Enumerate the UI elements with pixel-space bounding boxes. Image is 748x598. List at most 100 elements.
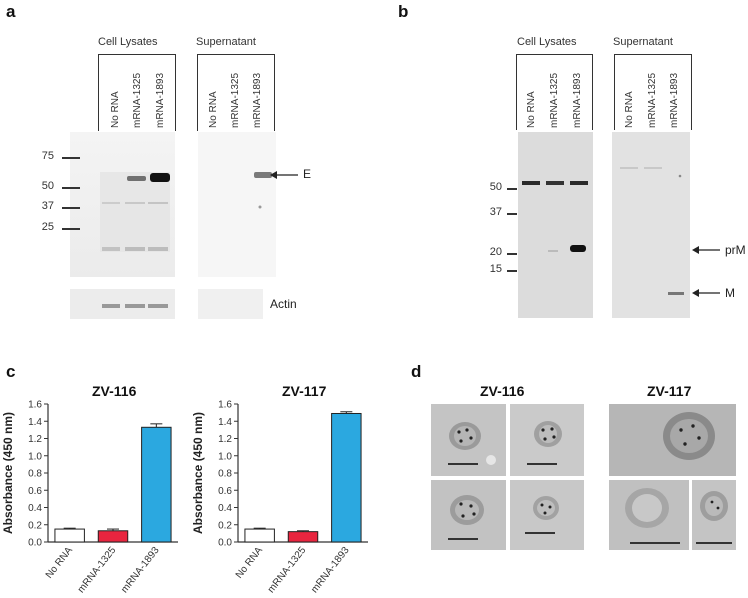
- arrow-left-icon: [270, 171, 298, 179]
- em-image-zv117-1: [609, 404, 736, 476]
- lane-label-b-3: mRNA-1893: [572, 72, 583, 128]
- y-axis-label: Absorbance (450 nm): [191, 412, 205, 534]
- bracket-lysates-b: [516, 54, 593, 130]
- y-tick-label: 1.6: [28, 400, 42, 411]
- marker-tick: [507, 253, 517, 255]
- marker-a-75: 75: [41, 150, 54, 162]
- marker-tick: [62, 207, 80, 209]
- marker-tick: [62, 187, 80, 189]
- bar-3: [331, 412, 362, 543]
- y-axis-label: Absorbance (450 nm): [1, 412, 15, 534]
- header-supernatant-a: Supernatant: [196, 36, 256, 48]
- chart-title-2: ZV-117: [282, 383, 327, 399]
- em-image-zv116-2: [510, 404, 584, 476]
- bar-chart-zv117: Absorbance (450 nm) 0.0 0.2 0.4 0.6 0.8 1.0 1.2…: [191, 400, 368, 595]
- marker-a-25: 25: [41, 221, 54, 233]
- bracket-lysates-a: [98, 54, 176, 131]
- blot-b-supernatant: [612, 132, 690, 318]
- blot-b-lysates: [518, 132, 593, 318]
- x-tick-label: No RNA: [44, 545, 75, 581]
- arrow-left-icon: [692, 289, 720, 297]
- marker-a-50: 50: [41, 180, 54, 192]
- bar-2: [97, 530, 129, 543]
- label-actin: Actin: [270, 297, 297, 311]
- bar-1: [244, 528, 275, 543]
- scale-bar: [448, 463, 478, 465]
- marker-tick: [62, 228, 80, 230]
- blot-a-supernatant: [198, 132, 276, 277]
- y-tick-label: 0.8: [218, 469, 232, 480]
- marker-b-37: 37: [489, 206, 502, 218]
- em-title-zv117: ZV-117: [647, 383, 692, 399]
- arrow-label-prm: prM: [725, 243, 746, 257]
- bracket-supernatant-b: [614, 54, 692, 130]
- lane-label-b-5: mRNA-1325: [647, 72, 658, 128]
- y-tick-label: 0.6: [28, 486, 42, 497]
- bracket-supernatant-a: [197, 54, 275, 131]
- em-image-zv117-3: [692, 480, 736, 550]
- y-tick-label: 0.8: [28, 469, 42, 480]
- y-tick-label: 0.2: [28, 520, 42, 531]
- arrow-label-e: E: [303, 167, 312, 181]
- arrow-label-m: M: [725, 286, 735, 300]
- y-tick-label: 0.4: [218, 503, 232, 514]
- panel-letter-c: c: [6, 362, 16, 381]
- x-tick-label: mRNA-1893: [119, 545, 162, 595]
- y-tick-label: 1.6: [218, 400, 232, 411]
- blot-a-actin-supernatant: [198, 289, 263, 319]
- header-cell-lysates-b: Cell Lysates: [517, 36, 577, 48]
- y-tick-label: 0.2: [218, 520, 232, 531]
- y-tick-label: 1.0: [218, 451, 232, 462]
- panel-letter-b: b: [398, 2, 409, 21]
- y-tick-label: 1.4: [218, 417, 232, 428]
- x-tick-label: mRNA-1893: [309, 545, 352, 595]
- lane-label-a-3: mRNA-1893: [155, 72, 166, 128]
- scale-bar: [525, 532, 555, 534]
- y-tick-label: 0.0: [28, 538, 42, 549]
- bar-3: [141, 426, 172, 543]
- scale-bar: [448, 538, 478, 540]
- y-tick-label: 1.2: [28, 434, 42, 445]
- y-tick-label: 1.2: [218, 434, 232, 445]
- marker-a-37: 37: [41, 200, 54, 212]
- marker-tick: [62, 157, 80, 159]
- scale-bar: [527, 463, 557, 465]
- lane-label-a-2: mRNA-1325: [132, 72, 143, 128]
- scale-bar: [630, 542, 680, 544]
- marker-tick: [507, 213, 517, 215]
- marker-b-20: 20: [489, 246, 502, 258]
- marker-b-50: 50: [489, 181, 502, 193]
- chart-title-1: ZV-116: [92, 383, 137, 399]
- y-tick-label: 0.4: [28, 503, 42, 514]
- x-tick-label: No RNA: [234, 545, 265, 581]
- scale-bar: [696, 542, 732, 544]
- arrow-left-icon: [692, 246, 720, 254]
- lane-label-a-1: No RNA: [110, 91, 121, 128]
- lane-label-b-2: mRNA-1325: [549, 72, 560, 128]
- marker-tick: [507, 270, 517, 272]
- marker-tick: [507, 188, 517, 190]
- blot-a-actin-lysates: [70, 289, 175, 319]
- lane-label-a-5: mRNA-1325: [230, 72, 241, 128]
- lane-label-b-6: mRNA-1893: [669, 72, 680, 128]
- lane-label-a-4: No RNA: [208, 91, 219, 128]
- em-image-zv117-2: [609, 480, 689, 550]
- bar-1: [54, 528, 85, 543]
- y-tick-label: 1.4: [28, 417, 42, 428]
- em-image-zv116-4: [510, 480, 584, 550]
- bar-chart-zv116: Absorbance (450 nm) 0.0 0.2 0.4 0.6 0.8 1.0 1.2…: [1, 400, 178, 595]
- x-tick-label: mRNA-1325: [266, 545, 309, 595]
- panel-letter-a: a: [6, 2, 16, 21]
- header-cell-lysates-a: Cell Lysates: [98, 36, 158, 48]
- lane-label-b-4: No RNA: [624, 91, 635, 128]
- y-tick-label: 1.0: [28, 451, 42, 462]
- marker-b-15: 15: [489, 263, 502, 275]
- blot-a-lysates: [70, 132, 175, 277]
- bar-2: [287, 531, 319, 543]
- lane-label-b-1: No RNA: [526, 91, 537, 128]
- y-tick-label: 0.0: [218, 538, 232, 549]
- header-supernatant-b: Supernatant: [613, 36, 673, 48]
- panel-letter-d: d: [411, 362, 422, 381]
- em-title-zv116: ZV-116: [480, 383, 525, 399]
- y-tick-label: 0.6: [218, 486, 232, 497]
